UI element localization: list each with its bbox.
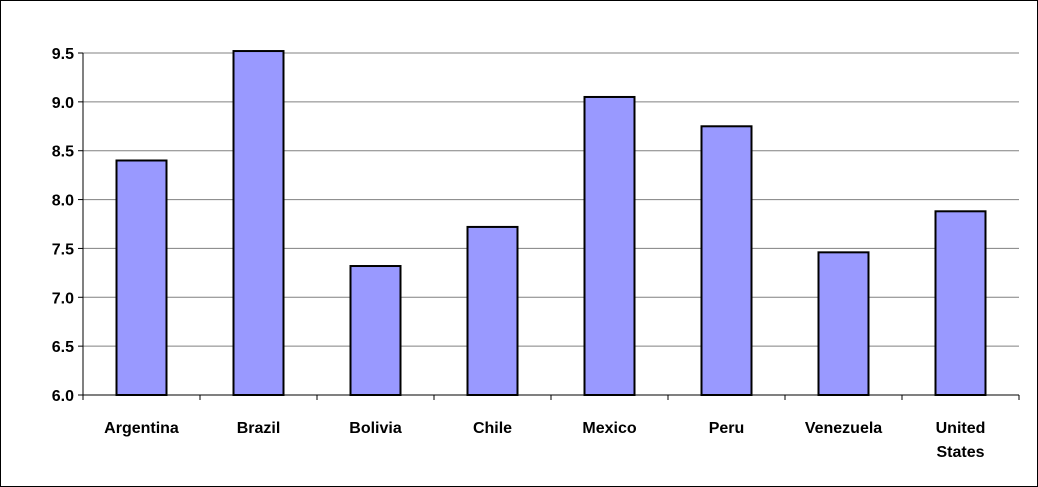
bar-mexico	[583, 95, 636, 396]
y-tick-label: 7.0	[52, 290, 74, 307]
x-category-label: Brazil	[237, 420, 281, 437]
x-category-label: Peru	[709, 420, 745, 437]
x-category-label: Chile	[473, 420, 512, 437]
x-category-labels: Argentina Brazil Bolivia Chile Mexico Peru Ven…	[104, 420, 985, 461]
axes	[78, 52, 1020, 400]
bar-united-states	[934, 210, 987, 396]
x-category-label-line: Brazil	[237, 420, 281, 437]
x-category-label: Mexico	[582, 420, 636, 437]
gridlines	[83, 52, 1019, 347]
y-tick-labels: 6.0 6.5 7.0 7.5 8.0 8.5 9.0 9.5	[52, 46, 74, 405]
bar-venezuela	[817, 251, 870, 396]
x-category-label: Argentina	[104, 420, 179, 437]
x-category-label-line: Mexico	[582, 420, 636, 437]
x-category-label: Venezuela	[805, 420, 882, 437]
bar-chile	[466, 225, 519, 396]
x-category-label-line: Argentina	[104, 420, 179, 437]
bar-peru	[700, 125, 753, 397]
y-tick-label: 9.5	[52, 46, 74, 63]
bar-bolivia	[349, 265, 402, 397]
bar-argentina	[115, 159, 168, 396]
y-tick-label: 7.5	[52, 241, 74, 258]
bar-brazil	[232, 50, 285, 396]
x-category-label-line: Peru	[709, 420, 745, 437]
y-tick-label: 8.0	[52, 193, 74, 210]
x-category-label: United States	[936, 420, 986, 461]
x-category-label-line: United	[936, 420, 986, 437]
bars	[115, 50, 987, 397]
y-tick-label: 6.0	[52, 388, 74, 405]
x-category-label-line: States	[936, 444, 984, 461]
y-tick-label: 6.5	[52, 339, 74, 356]
y-tick-label: 9.0	[52, 95, 74, 112]
x-category-label: Bolivia	[349, 420, 402, 437]
y-tick-label: 8.5	[52, 144, 74, 161]
x-category-label-line: Venezuela	[805, 420, 882, 437]
x-category-label-line: Chile	[473, 420, 512, 437]
x-category-label-line: Bolivia	[349, 420, 402, 437]
